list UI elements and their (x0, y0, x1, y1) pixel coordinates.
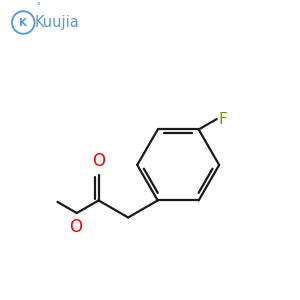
Text: F: F (218, 112, 227, 127)
Text: K: K (19, 17, 27, 28)
Text: O: O (69, 218, 82, 236)
Text: °: ° (36, 2, 40, 10)
Text: Kuujia: Kuujia (35, 15, 80, 30)
Text: O: O (92, 152, 105, 170)
